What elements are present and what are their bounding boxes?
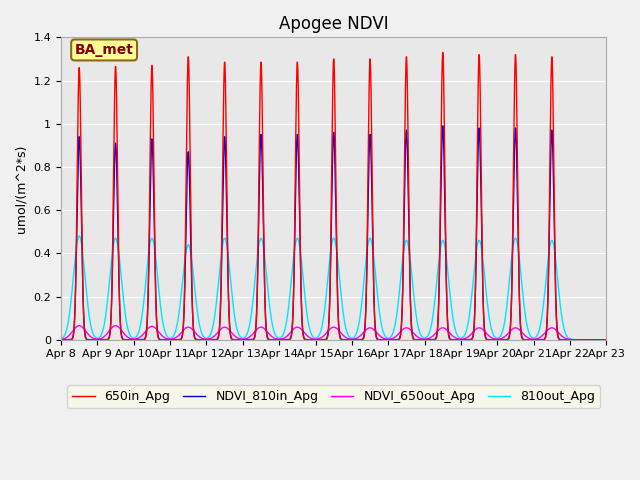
650in_Apg: [595, 337, 603, 343]
NDVI_650out_Apg: [547, 325, 554, 331]
NDVI_650out_Apg: [602, 337, 609, 343]
Y-axis label: umol/(m^2*s): umol/(m^2*s): [15, 144, 28, 233]
810out_Apg: [595, 337, 603, 343]
Line: 650in_Apg: 650in_Apg: [61, 52, 606, 340]
NDVI_650out_Apg: [531, 336, 539, 342]
NDVI_810in_Apg: [602, 337, 610, 343]
810out_Apg: [57, 336, 65, 342]
650in_Apg: [547, 144, 554, 150]
650in_Apg: [531, 337, 539, 343]
NDVI_650out_Apg: [405, 326, 413, 332]
810out_Apg: [602, 337, 609, 343]
Text: BA_met: BA_met: [75, 43, 134, 57]
NDVI_810in_Apg: [302, 337, 310, 343]
NDVI_650out_Apg: [595, 337, 603, 343]
810out_Apg: [602, 337, 610, 343]
NDVI_810in_Apg: [439, 123, 447, 129]
650in_Apg: [302, 337, 310, 343]
NDVI_650out_Apg: [602, 337, 610, 343]
NDVI_650out_Apg: [303, 332, 310, 337]
650in_Apg: [405, 218, 413, 224]
NDVI_810in_Apg: [602, 337, 609, 343]
650in_Apg: [602, 337, 609, 343]
NDVI_810in_Apg: [531, 337, 539, 343]
Title: Apogee NDVI: Apogee NDVI: [279, 15, 388, 33]
810out_Apg: [76, 233, 83, 239]
NDVI_810in_Apg: [57, 337, 65, 343]
810out_Apg: [303, 306, 310, 312]
810out_Apg: [531, 335, 539, 341]
650in_Apg: [602, 337, 610, 343]
NDVI_810in_Apg: [405, 236, 413, 242]
Line: NDVI_650out_Apg: NDVI_650out_Apg: [61, 325, 606, 340]
NDVI_650out_Apg: [57, 336, 65, 342]
NDVI_810in_Apg: [547, 185, 554, 191]
650in_Apg: [57, 337, 65, 343]
Line: NDVI_810in_Apg: NDVI_810in_Apg: [61, 126, 606, 340]
810out_Apg: [405, 248, 413, 253]
650in_Apg: [439, 49, 447, 55]
Line: 810out_Apg: 810out_Apg: [61, 236, 606, 340]
810out_Apg: [547, 242, 554, 248]
Legend: 650in_Apg, NDVI_810in_Apg, NDVI_650out_Apg, 810out_Apg: 650in_Apg, NDVI_810in_Apg, NDVI_650out_A…: [67, 385, 600, 408]
NDVI_650out_Apg: [112, 323, 120, 328]
NDVI_810in_Apg: [595, 337, 603, 343]
